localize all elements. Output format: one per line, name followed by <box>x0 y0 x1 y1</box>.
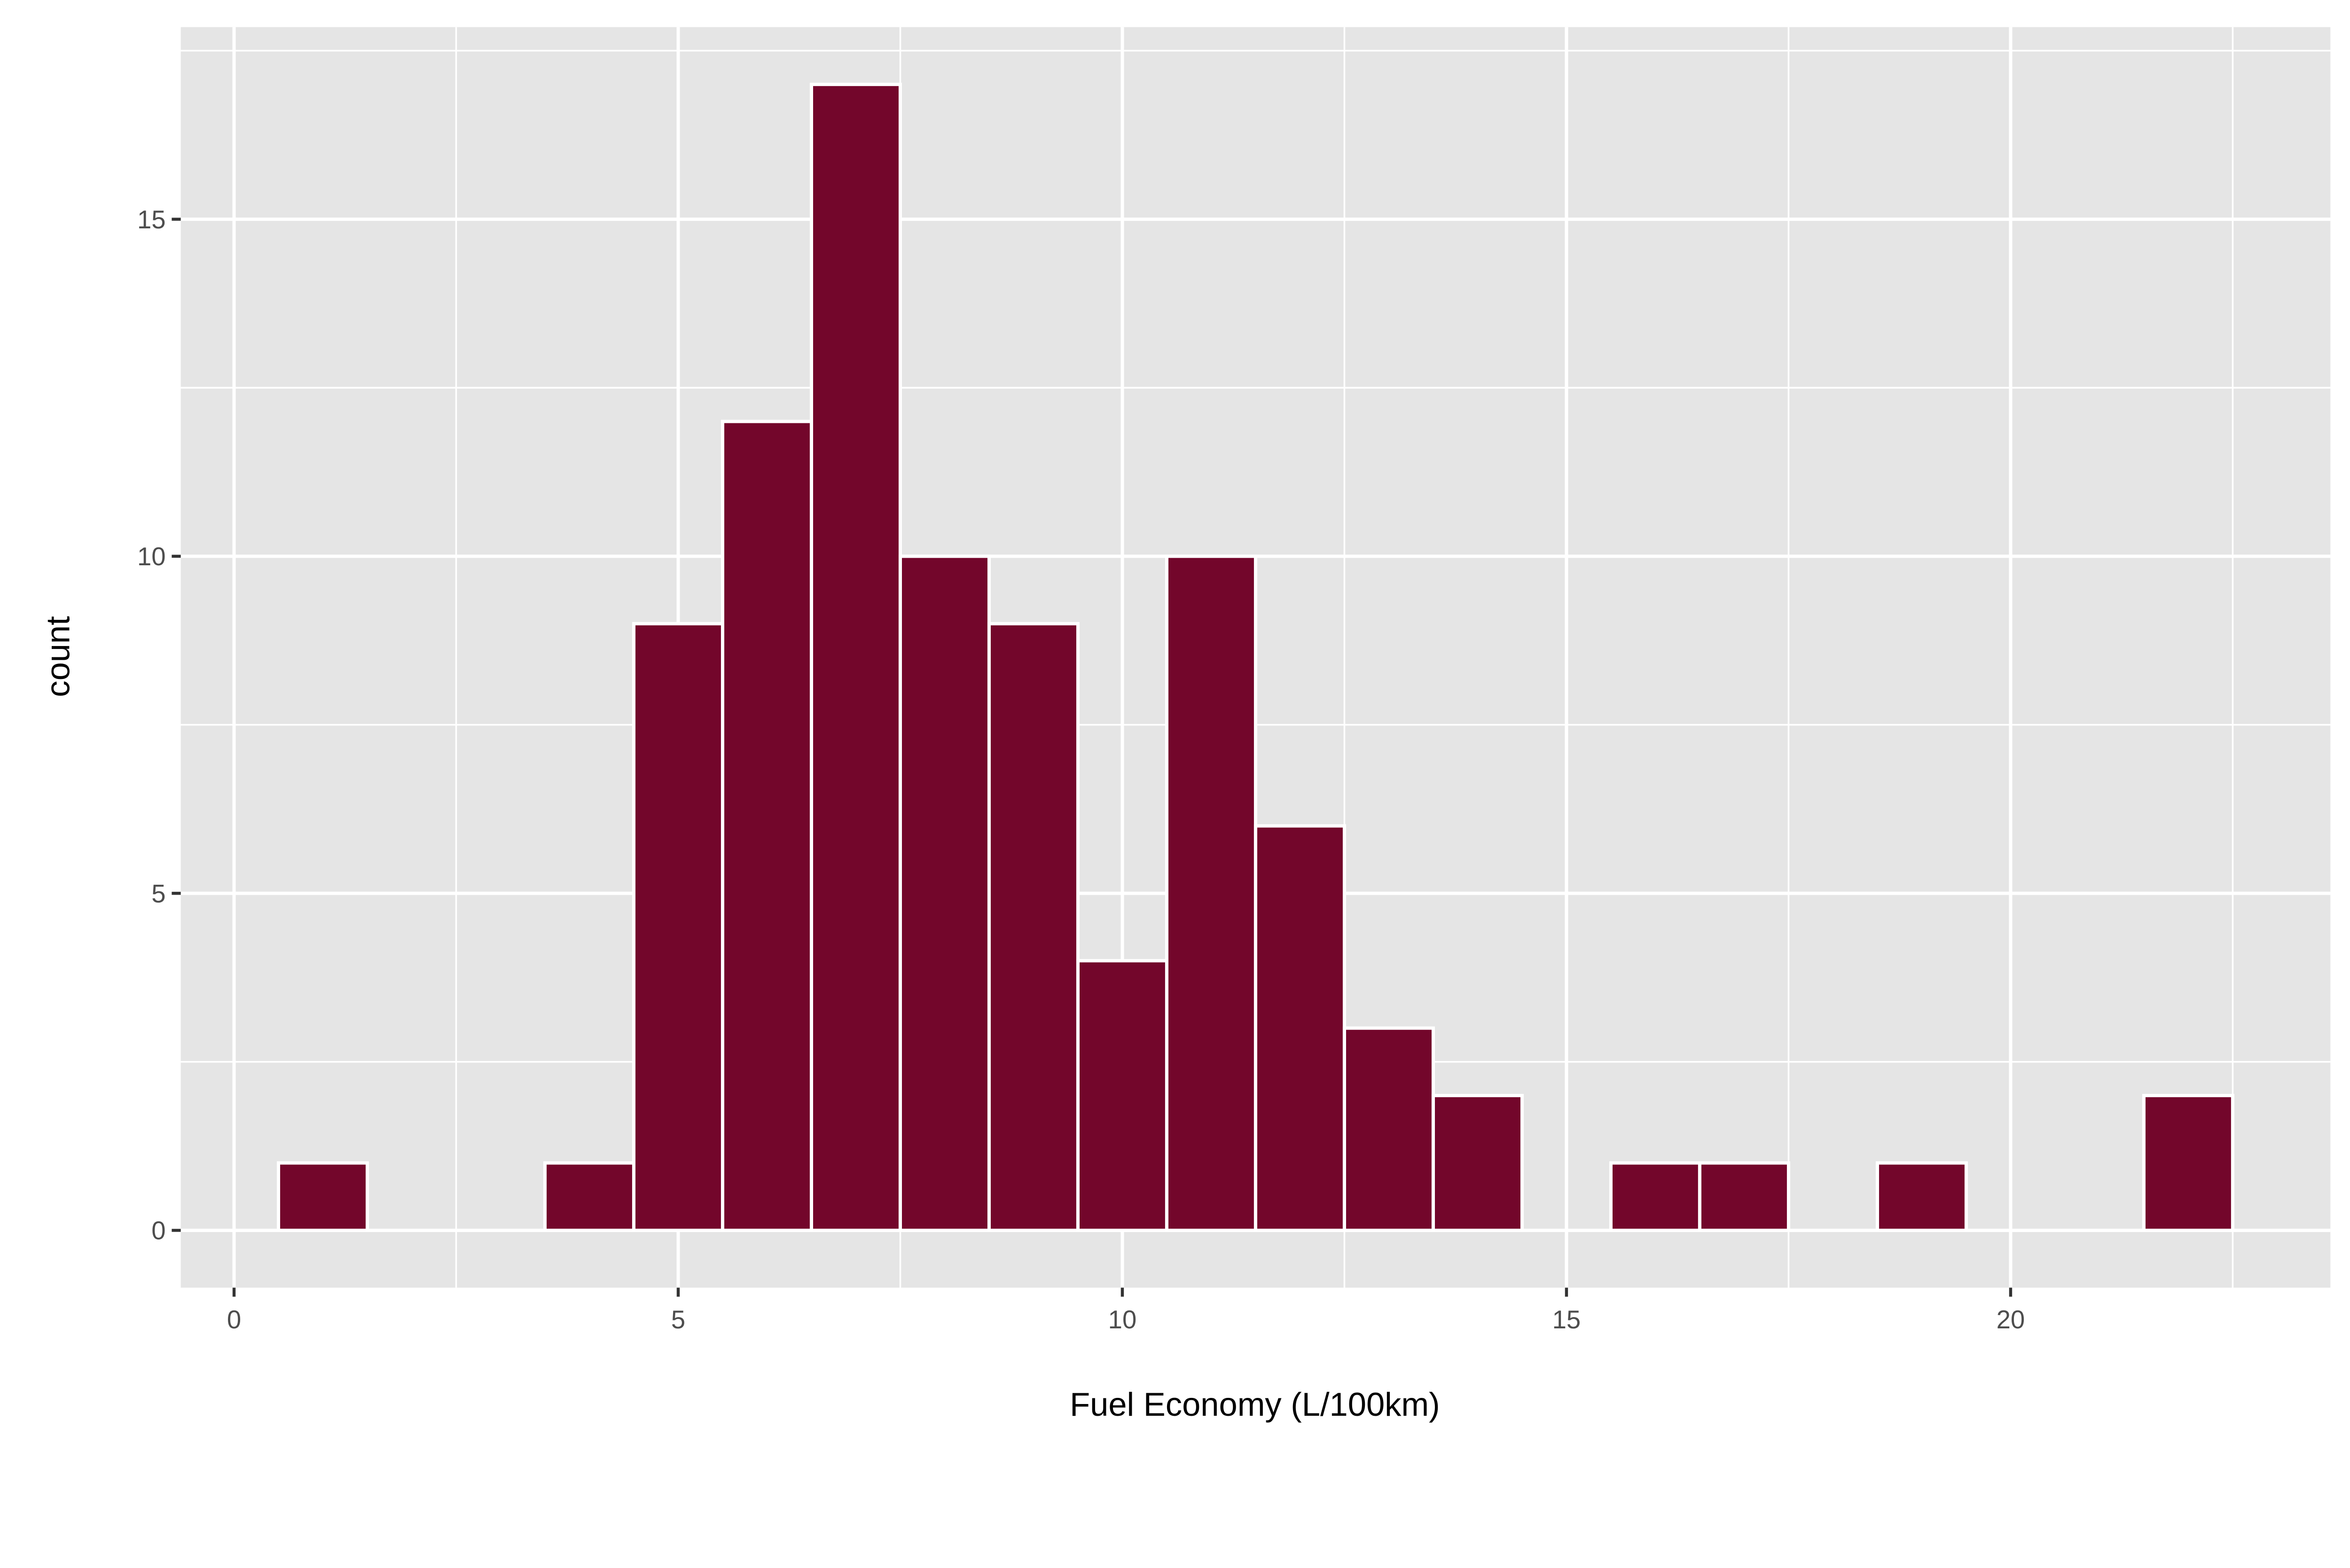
histogram-bar <box>632 622 725 1232</box>
histogram-bar <box>1076 959 1168 1232</box>
y-tick-label: 15 <box>137 205 166 234</box>
y-tick-label: 10 <box>137 542 166 571</box>
x-tick-label: 10 <box>1108 1305 1137 1334</box>
x-axis-title: Fuel Economy (L/100km) <box>1070 1386 1440 1423</box>
histogram-bar <box>809 83 902 1232</box>
histogram-bar <box>987 622 1080 1232</box>
histogram-bar <box>721 420 814 1232</box>
histogram-bar <box>1253 824 1346 1232</box>
histogram-chart: 0 5 10 15 20 0 5 10 15 Fuel Economy (L/100km) c… <box>39 27 2331 1423</box>
histogram-bar <box>543 1161 636 1232</box>
histogram-bar <box>1431 1093 1524 1232</box>
y-tick-label: 5 <box>151 879 165 908</box>
histogram-bar <box>898 554 991 1232</box>
x-tick-label: 20 <box>1997 1305 2025 1334</box>
histogram-bar <box>1698 1161 1790 1232</box>
histogram-bar <box>1165 554 1257 1232</box>
x-tick-label: 0 <box>227 1305 241 1334</box>
y-axis-title: count <box>39 616 76 697</box>
y-tick-label: 0 <box>151 1217 165 1245</box>
histogram-bar <box>1342 1026 1435 1232</box>
x-axis: 0 5 10 15 20 <box>227 1287 2025 1334</box>
histogram-bar <box>276 1161 369 1232</box>
histogram-bar <box>1609 1161 1701 1232</box>
histogram-bar <box>2142 1093 2234 1232</box>
y-axis: 0 5 10 15 <box>137 205 181 1245</box>
bars <box>276 83 2234 1232</box>
x-tick-label: 5 <box>671 1305 685 1334</box>
histogram-bar <box>1875 1161 1968 1232</box>
x-tick-label: 15 <box>1552 1305 1581 1334</box>
